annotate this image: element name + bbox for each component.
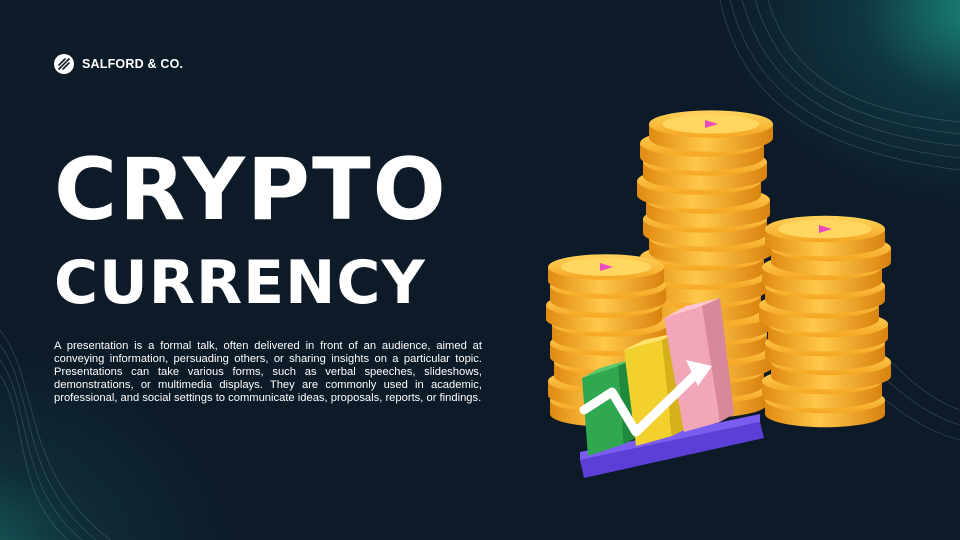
- chart-stripes-icon: [54, 54, 74, 74]
- coin: [548, 254, 664, 294]
- coin: [765, 215, 885, 257]
- brand-name: SALFORD & CO.: [82, 57, 184, 71]
- title-line-1: CRYPTO: [54, 140, 448, 240]
- coins-chart-illustration: [546, 110, 891, 478]
- title-line-2: CURRENCY: [54, 248, 426, 318]
- body-paragraph: A presentation is a formal talk, often d…: [54, 340, 482, 404]
- brand: SALFORD & CO.: [54, 54, 183, 74]
- bar-chart-figure: [579, 298, 764, 478]
- coin: [649, 110, 773, 152]
